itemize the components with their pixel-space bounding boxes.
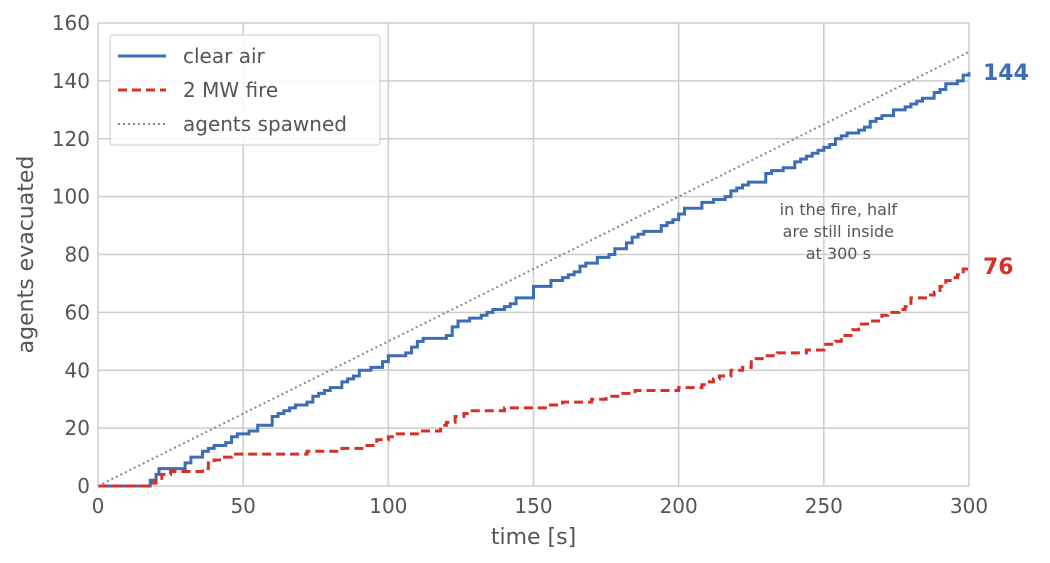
series-line-2 (97, 51, 970, 487)
plot-frame (97, 22, 970, 487)
x-tick-labels: 0 50 100 150 200 250 300 (92, 494, 988, 518)
legend-label-2: agents spawned (183, 112, 347, 136)
x-tick-label: 200 (660, 494, 698, 518)
legend-label-0: clear air (183, 44, 266, 68)
annotation-line-3: at 300 s (806, 244, 871, 263)
annotation: in the fire, half are still inside at 30… (780, 200, 898, 263)
x-tick-label: 100 (369, 494, 407, 518)
grid (97, 22, 970, 487)
x-tick-label: 250 (805, 494, 843, 518)
series-line-0 (98, 72, 971, 488)
y-tick-label: 60 (65, 300, 90, 324)
y-tick-label: 160 (52, 11, 90, 35)
series-layer (97, 51, 971, 488)
x-tick-label: 300 (950, 494, 988, 518)
end-label-1: 76 (983, 255, 1014, 280)
x-tick-label: 150 (514, 494, 552, 518)
x-axis-label: time [s] (491, 525, 576, 550)
legend: clear air 2 MW fire agents spawned (109, 34, 381, 146)
y-tick-labels: 0 20 40 60 80 100 120 140 160 (52, 11, 90, 498)
y-tick-label: 140 (52, 69, 90, 93)
end-labels: 144 76 (983, 61, 1029, 280)
y-tick-label: 100 (52, 185, 90, 209)
y-tick-label: 80 (65, 243, 90, 267)
end-label-0: 144 (983, 61, 1029, 86)
x-tick-label: 50 (230, 494, 255, 518)
y-tick-label: 120 (52, 127, 90, 151)
y-tick-label: 20 (65, 416, 90, 440)
annotation-line-2: are still inside (783, 222, 894, 241)
y-tick-label: 40 (65, 358, 90, 382)
x-tick-label: 0 (92, 494, 105, 518)
legend-label-1: 2 MW fire (183, 78, 278, 102)
annotation-line-1: in the fire, half (780, 200, 898, 219)
legend-box (109, 34, 381, 146)
y-axis-label: agents evacuated (14, 156, 39, 354)
y-tick-label: 0 (77, 474, 90, 498)
